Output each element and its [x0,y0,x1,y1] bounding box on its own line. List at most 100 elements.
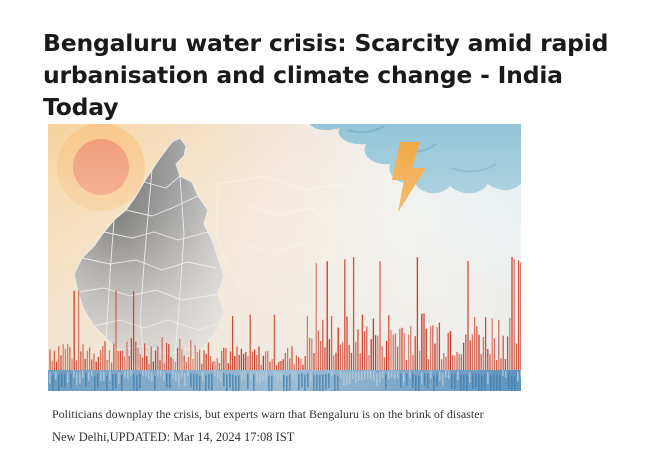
water-tick [109,371,111,381]
water-tick [85,373,87,387]
water-tick [343,372,345,386]
water-tick [457,371,459,380]
water-tick [238,375,240,391]
water-tick [142,370,144,377]
water-tick [91,370,93,377]
water-tick [307,373,309,388]
water-tick [196,374,198,390]
heat-bars [49,256,521,370]
water-tick [349,372,351,384]
water-tick [229,373,231,388]
water-tick [139,373,141,390]
water-tick [103,371,105,381]
water-tick [412,373,414,389]
water-tick [445,370,447,378]
water-tick [430,370,432,379]
water-tick [151,371,153,382]
water-tick [346,372,348,385]
water-tick [379,372,381,383]
water-tick [160,370,162,377]
water-tick [52,374,54,391]
water-tick [466,375,468,391]
water-tick [394,370,396,380]
water-tick [451,373,453,389]
water-tick [358,371,360,382]
water-tick [481,375,483,391]
water-tick [256,372,258,383]
water-tick [118,372,120,384]
water-tick [499,375,501,391]
water-tick [253,374,255,391]
water-tick [448,370,450,379]
water-tick [112,374,114,391]
water-tick [478,374,480,391]
water-tick [184,372,186,386]
water-tick [472,373,474,390]
water-tick [70,373,72,389]
water-tick [49,372,51,384]
water-tick [235,375,237,391]
article-dateline: New Delhi,UPDATED: Mar 14, 2024 17:08 IS… [52,430,295,444]
water-tick [487,372,489,384]
water-tick [133,374,135,391]
water-tick [130,370,132,377]
water-tick [271,375,273,391]
water-tick [157,370,159,377]
water-tick [274,370,276,377]
water-tick [424,373,426,387]
water-tick [496,374,498,391]
water-tick [214,370,216,377]
water-tick [406,373,408,387]
water-tick [250,371,252,382]
water-tick [409,370,411,378]
water-tick [154,375,156,391]
water-tick [382,370,384,379]
water-tick [190,373,192,388]
water-tick [310,371,312,382]
water-tick [337,375,339,391]
water-tick [202,371,204,383]
water-tick [178,372,180,386]
water-tick [124,370,126,378]
water-tick [208,373,210,390]
water-tick [298,374,300,391]
water-tick [364,370,366,380]
water-tick [460,374,462,391]
hero-image[interactable] [48,124,521,391]
water-tick [58,374,60,391]
water-tick [76,372,78,385]
water-tick [391,370,393,378]
water-tick [361,371,363,381]
water-tick [97,373,99,389]
water-tick [514,375,516,391]
water-tick [319,375,321,391]
water-tick [418,375,420,391]
article-headline[interactable]: Bengaluru water crisis: Scarcity amid ra… [43,29,609,121]
water-tick [454,373,456,390]
water-tick [181,370,183,378]
water-tick [187,370,189,377]
water-tick [436,373,438,387]
water-tick [508,373,510,389]
water-tick [376,372,378,386]
water-tick [400,373,402,388]
water-tick [385,374,387,390]
water-tick [226,374,228,391]
water-tick [94,375,96,391]
water-tick [373,371,375,382]
water-tick [334,374,336,391]
water-tick [367,370,369,379]
water-tick [304,374,306,391]
water-tick [241,371,243,381]
water-tick [115,373,117,389]
water-tick [244,371,246,380]
water-tick [82,370,84,378]
water-tick [247,374,249,390]
water-tick [223,373,225,387]
water-tick [388,371,390,380]
water-ticks [49,370,521,391]
water-tick [490,375,492,391]
water-tick [220,371,222,383]
water-tick [55,371,57,380]
water-tick [493,374,495,391]
